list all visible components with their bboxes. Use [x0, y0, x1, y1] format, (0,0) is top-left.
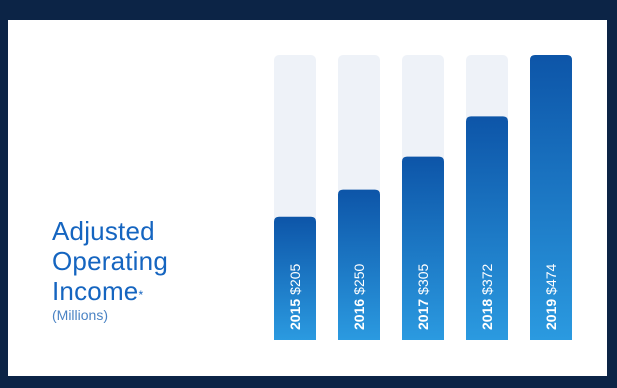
tick-label-2015: 2015 [287, 299, 303, 330]
data-label-2015: $205 [287, 263, 303, 294]
bar-group-2016: 2016 $250 [338, 55, 380, 340]
data-label-2016: $250 [351, 263, 367, 294]
bar-label-2019: 2019 $474 [543, 263, 559, 330]
data-label-2019: $474 [543, 263, 559, 294]
tick-label-2019: 2019 [543, 299, 559, 330]
bar-label-2018: 2018 $372 [479, 263, 495, 330]
bar-group-2019: 2019 $474 [530, 55, 572, 340]
chart-title-block: Adjusted Operating Income* (Millions) [52, 216, 168, 323]
bar-chart: 2015 $205 2016 $250 2017 $305 2018 $372 2019 $474 [274, 55, 572, 340]
bar-2016 [338, 189, 380, 340]
title-line-1: Adjusted [52, 216, 155, 246]
tick-label-2016: 2016 [351, 299, 367, 330]
bar-2017 [402, 156, 444, 340]
bar-label-2017: 2017 $305 [415, 263, 431, 330]
title-line-3: Income* [52, 276, 168, 306]
bar-2019 [530, 55, 572, 340]
footnote-asterisk: * [138, 288, 144, 302]
bar-group-2018: 2018 $372 [466, 55, 508, 340]
bar-label-2016: 2016 $250 [351, 263, 367, 330]
chart-card: Adjusted Operating Income* (Millions) 20… [8, 20, 607, 376]
bar-group-2015: 2015 $205 [274, 55, 316, 340]
units-subtitle: (Millions) [52, 307, 108, 323]
data-label-2017: $305 [415, 263, 431, 294]
bar-group-2017: 2017 $305 [402, 55, 444, 340]
tick-label-2017: 2017 [415, 299, 431, 330]
bar-2018 [466, 116, 508, 340]
tick-label-2018: 2018 [479, 299, 495, 330]
title-line-2: Operating [52, 246, 168, 276]
title-line-3-text: Income [52, 276, 139, 306]
bar-2015 [274, 216, 316, 340]
bar-label-2015: 2015 $205 [287, 263, 303, 330]
data-label-2018: $372 [479, 263, 495, 294]
